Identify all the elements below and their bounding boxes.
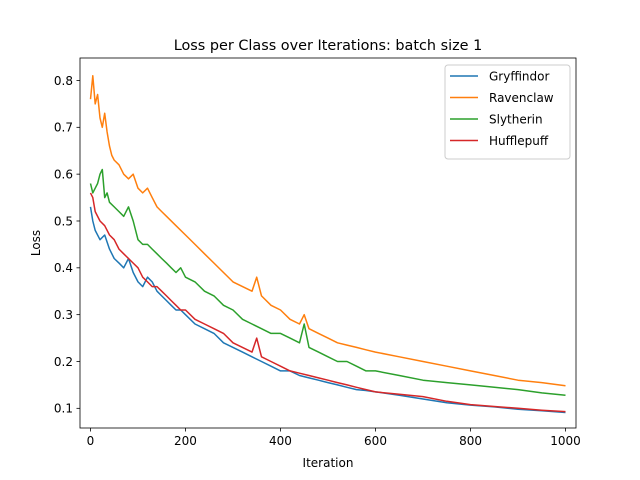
legend-box bbox=[444, 64, 571, 160]
x-axis-label: Iteration bbox=[303, 456, 354, 470]
y-tick-label: 0.2 bbox=[54, 355, 73, 369]
legend-label: Slytherin bbox=[489, 112, 543, 126]
x-tick-label: 600 bbox=[364, 434, 387, 448]
y-tick-label: 0.1 bbox=[54, 402, 73, 416]
legend-label: Ravenclaw bbox=[489, 91, 554, 105]
y-tick-label: 0.7 bbox=[54, 121, 73, 135]
y-tick-label: 0.6 bbox=[54, 167, 73, 181]
series-line-slytherin bbox=[89, 168, 566, 396]
x-axis: 0 200 400 600 800 1000 bbox=[87, 428, 581, 448]
x-tick-label: 800 bbox=[459, 434, 482, 448]
legend: Gryffindor Ravenclaw Slytherin Hufflepuff bbox=[444, 64, 571, 160]
x-tick-label: 400 bbox=[269, 434, 292, 448]
series-group bbox=[89, 75, 566, 414]
x-tick-label: 200 bbox=[174, 434, 197, 448]
y-axis-label: Loss bbox=[29, 230, 43, 256]
plot-frame bbox=[79, 57, 577, 429]
series-line-hufflepuff bbox=[89, 192, 566, 413]
series-line-ravenclaw bbox=[89, 75, 566, 387]
x-tick-label: 1000 bbox=[550, 434, 581, 448]
chart-title: Loss per Class over Iterations: batch si… bbox=[174, 38, 483, 54]
y-tick-label: 0.3 bbox=[54, 308, 73, 322]
y-axis: 0.1 0.2 0.3 0.4 0.5 0.6 0.7 0.8 bbox=[54, 74, 80, 416]
x-tick-label: 0 bbox=[87, 434, 95, 448]
legend-label: Hufflepuff bbox=[489, 134, 549, 148]
legend-label: Gryffindor bbox=[489, 69, 550, 83]
y-tick-label: 0.5 bbox=[54, 214, 73, 228]
y-tick-label: 0.8 bbox=[54, 74, 73, 88]
y-tick-label: 0.4 bbox=[54, 261, 73, 275]
